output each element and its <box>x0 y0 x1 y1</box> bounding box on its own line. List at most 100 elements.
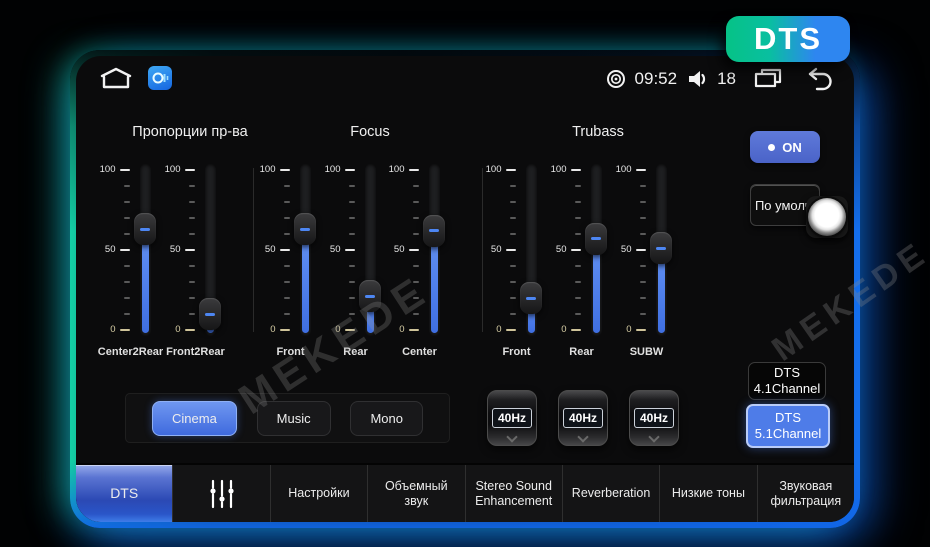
tab-настройки[interactable]: Настройки <box>269 465 367 522</box>
screen: 09:52 18 <box>76 56 854 522</box>
slider-thumb[interactable] <box>134 213 156 246</box>
scale-tick <box>509 185 516 187</box>
scale-label: 50 <box>169 244 181 255</box>
scale-tick <box>188 185 195 187</box>
slider-track[interactable] <box>299 164 311 336</box>
dts-4-1-channel-button[interactable]: DTS 4.1Channel <box>748 362 826 400</box>
slider-track[interactable] <box>525 164 537 336</box>
slider-channel-label: SUBW <box>629 346 664 358</box>
recent-apps-icon[interactable] <box>753 67 783 91</box>
slider-track[interactable] <box>139 164 151 336</box>
on-indicator-dot <box>768 143 776 151</box>
scale-label: 0 <box>626 324 632 335</box>
scale-tick <box>348 313 355 315</box>
mode-button-cinema[interactable]: Cinema <box>152 400 237 436</box>
frequency-selector-2[interactable]: 40Hz <box>558 390 608 446</box>
scale-tick <box>639 217 646 219</box>
slider-thumb[interactable] <box>294 213 316 246</box>
eq-app-icon[interactable] <box>148 66 172 90</box>
scale-label: 100 <box>324 164 341 175</box>
scale-tick <box>574 297 581 299</box>
slider-thumb[interactable] <box>199 298 221 330</box>
scale-tick <box>283 281 290 283</box>
frequency-selector-1[interactable]: 40Hz <box>487 390 537 446</box>
slider-thumb[interactable] <box>585 222 607 255</box>
scale-label: 0 <box>270 324 276 335</box>
scale-label: 100 <box>164 164 181 175</box>
scale-tick <box>574 201 581 203</box>
vertical-slider-subw: 100 50 0 SUBW <box>612 164 682 370</box>
scale-tick <box>408 249 419 251</box>
scale-tick <box>184 249 195 251</box>
scale-tick <box>639 185 646 187</box>
scale-tick <box>639 297 646 299</box>
slider-track[interactable] <box>364 164 376 336</box>
frequency-value: 40Hz <box>633 408 674 428</box>
mode-button-mono[interactable]: Mono <box>350 400 423 436</box>
scale-tick <box>574 281 581 283</box>
scale-tick <box>509 313 516 315</box>
scale-label: 100 <box>99 164 116 175</box>
tab-reverberation[interactable]: Reverberation <box>561 465 659 522</box>
scale-tick <box>412 233 419 235</box>
scale-tick <box>283 313 290 315</box>
slider-thumb[interactable] <box>423 214 445 247</box>
scale-tick <box>348 265 355 267</box>
scale-tick <box>639 265 646 267</box>
frequency-value: 40Hz <box>491 408 532 428</box>
scale-tick <box>188 281 195 283</box>
ambient-light-bezel: 09:52 18 <box>70 50 860 528</box>
dts-on-toggle[interactable]: ON <box>750 131 820 163</box>
mode-button-music[interactable]: Music <box>256 400 331 436</box>
scale-tick <box>119 329 130 331</box>
scale-tick <box>635 249 646 251</box>
slider-thumb[interactable] <box>359 280 381 313</box>
slider-thumb[interactable] <box>650 232 672 265</box>
frequency-selector-3[interactable]: 40Hz <box>629 390 679 446</box>
tab-объемный-звук[interactable]: Объемный звук <box>367 465 464 522</box>
scale-tick <box>188 265 195 267</box>
scale-label: 50 <box>329 244 341 255</box>
slider-thumb[interactable] <box>520 282 542 314</box>
slider-channel-label: Front <box>276 346 305 358</box>
scale-tick <box>283 265 290 267</box>
scale-label: 0 <box>335 324 341 335</box>
vertical-slider-front: 100 50 0 Front <box>256 164 326 370</box>
slider-fill <box>592 238 600 333</box>
slider-fill <box>141 229 149 333</box>
dts-5-1-channel-button[interactable]: DTS 5.1Channel <box>746 404 830 448</box>
vertical-slider-front2rear: 100 50 0 Front2Rear <box>161 164 231 370</box>
scale-label: 100 <box>388 164 405 175</box>
tab-stereo-sound-enhancement[interactable]: Stereo Sound Enhancement <box>464 465 562 522</box>
scale-tick <box>283 233 290 235</box>
group-divider <box>482 168 483 332</box>
slider-channel-label: Center2Rear <box>97 346 164 358</box>
back-icon[interactable] <box>804 65 834 92</box>
scale-tick <box>123 265 130 267</box>
slider-channel-label: Center <box>402 346 437 358</box>
scale-tick <box>184 169 195 171</box>
tab-низкие-тоны[interactable]: Низкие тоны <box>659 465 756 522</box>
equalizer-icon <box>209 479 235 509</box>
recorder-icon <box>606 69 626 89</box>
scale-tick <box>283 185 290 187</box>
slider-group-title: Trubass <box>572 124 624 140</box>
slider-fill <box>366 296 374 333</box>
tab-dts[interactable]: DTS <box>76 465 173 522</box>
scale-tick <box>348 297 355 299</box>
slider-channel-label: Rear <box>343 346 368 358</box>
vertical-slider-rear: 100 50 0 Rear <box>547 164 617 370</box>
slider-channel-label: Front2Rear <box>166 346 225 358</box>
scale-tick <box>283 217 290 219</box>
rotary-knob[interactable] <box>808 198 846 236</box>
knob-base <box>806 196 848 238</box>
speaker-icon[interactable] <box>686 68 708 90</box>
scale-tick <box>505 329 516 331</box>
scale-tick <box>639 313 646 315</box>
slider-track[interactable] <box>428 164 440 336</box>
slider-fill <box>657 248 665 333</box>
home-icon[interactable] <box>98 65 134 91</box>
scale-tick <box>412 201 419 203</box>
tab-звуковая-фильтрация[interactable]: Звуковая фильтрация <box>756 465 854 522</box>
tab-equalizer[interactable] <box>172 465 269 522</box>
